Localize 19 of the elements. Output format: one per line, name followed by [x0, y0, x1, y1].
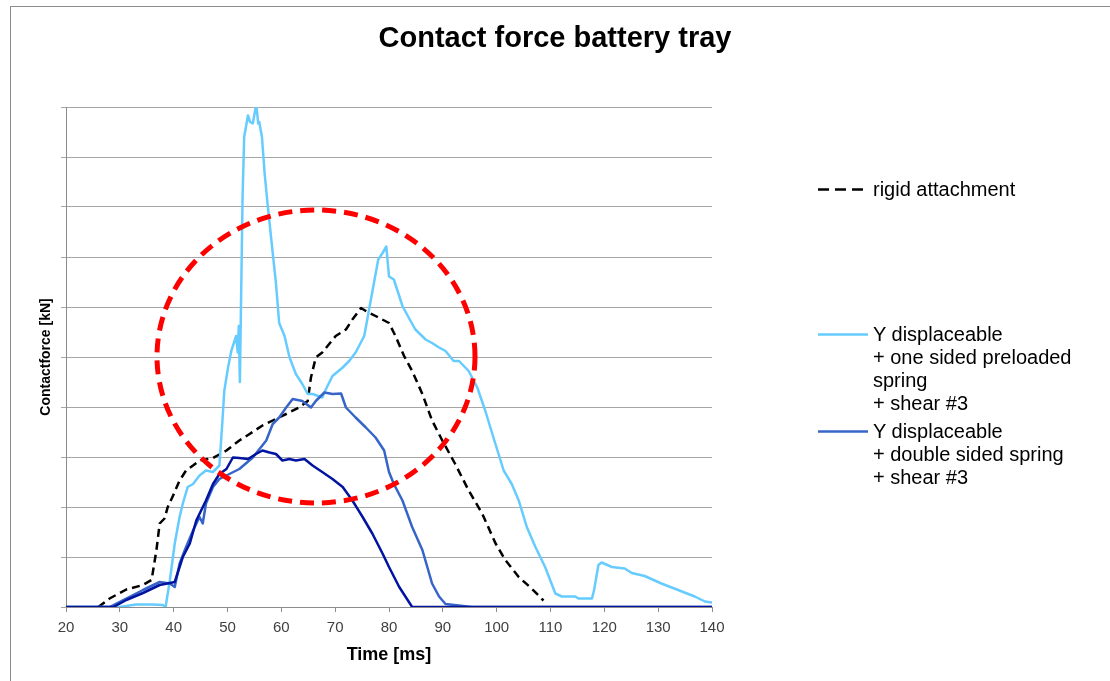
x-tick-label: 40 [165, 618, 183, 636]
x-tick-label: 70 [326, 618, 344, 636]
x-tick-label: 100 [484, 618, 510, 636]
x-tick-label: 80 [380, 618, 398, 636]
y-axis-title: Contactforce [kN] [37, 298, 54, 416]
x-tick-label: 30 [111, 618, 129, 636]
chart-title: Contact force battery tray [377, 20, 733, 54]
x-tick-label: 90 [434, 618, 452, 636]
x-tick-label: 50 [219, 618, 236, 636]
legend-label: rigid attachment [873, 178, 1017, 201]
x-tick-label: 60 [272, 618, 290, 636]
legend-label: Y displaceable + one sided preloaded spring + shear #3 [873, 323, 1073, 415]
legend-label: Y displaceable + double sided spring + shear #3 [873, 420, 1065, 489]
x-tick-label: 140 [699, 618, 725, 636]
x-axis-title: Time [ms] [346, 644, 432, 665]
x-tick-label: 110 [538, 618, 563, 636]
x-tick-label: 120 [591, 618, 617, 636]
x-tick-label: 20 [57, 618, 75, 636]
x-tick-label: 130 [645, 618, 671, 636]
